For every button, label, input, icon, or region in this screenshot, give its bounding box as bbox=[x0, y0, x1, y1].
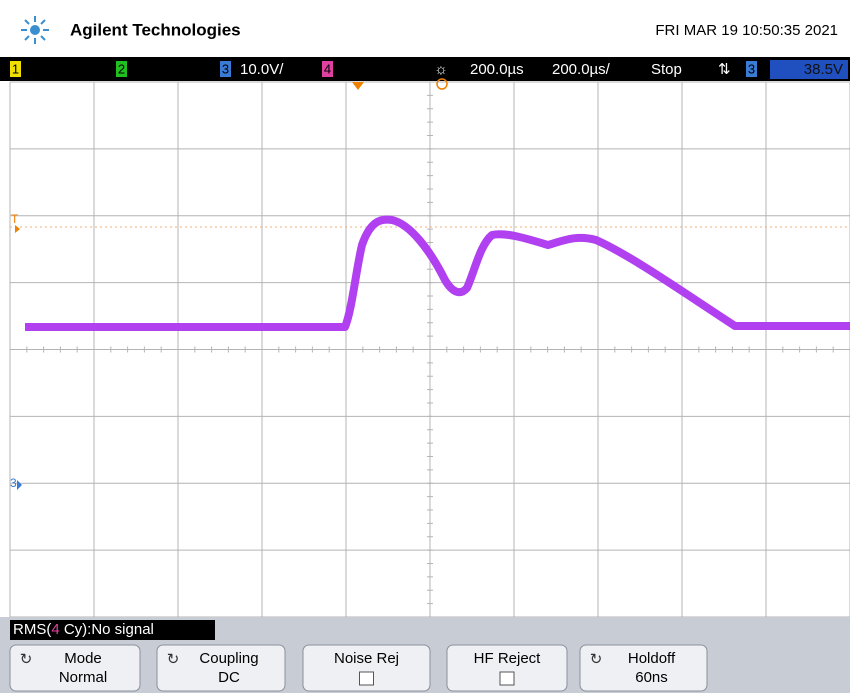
softkey-bg bbox=[446, 644, 568, 692]
softkey-value: DC bbox=[218, 669, 240, 686]
measurement-box bbox=[10, 620, 215, 640]
softkey-value: Normal bbox=[59, 669, 107, 686]
knob-icon: ↻ bbox=[20, 651, 33, 668]
trigger-position-marker bbox=[352, 82, 364, 90]
brand: Agilent Technologies bbox=[70, 20, 241, 39]
measurement-channel: 4 bbox=[51, 621, 59, 638]
softkey-label: HF Reject bbox=[474, 650, 542, 667]
softkey-label: Holdoff bbox=[628, 650, 676, 667]
checkbox bbox=[359, 671, 374, 686]
softkey-bg bbox=[156, 644, 286, 692]
softkey-label: Noise Rej bbox=[334, 650, 399, 667]
ch2-badge bbox=[116, 61, 127, 77]
waveform bbox=[25, 215, 850, 331]
trigger-source: 3 bbox=[748, 61, 755, 76]
status-bar bbox=[0, 57, 850, 81]
logo bbox=[21, 16, 49, 44]
softkeys: ↻ Mode Normal ↻ Coupling DC Noise Rej HF Reject… bbox=[9, 644, 708, 692]
run-state: Stop bbox=[651, 61, 682, 78]
channel-marker: 3 bbox=[10, 476, 17, 490]
trigger-level: 38.5V bbox=[804, 61, 843, 78]
measurement-suffix: Cy):No signal bbox=[60, 621, 154, 638]
trigger-slope: ⇅ bbox=[718, 61, 731, 78]
knob-icon: ↻ bbox=[590, 651, 603, 668]
trigger-delay: 200.0µs bbox=[470, 61, 524, 78]
trigger-marker-arrow bbox=[15, 225, 20, 233]
ch1: 1 bbox=[12, 61, 19, 76]
ch3: 3 bbox=[222, 61, 229, 76]
ch1-badge bbox=[10, 61, 21, 77]
trigger-marker: T bbox=[11, 212, 19, 226]
trigger-icon: ☼ bbox=[434, 61, 448, 78]
ch4: 4 bbox=[324, 61, 331, 76]
time-scale: 200.0µs/ bbox=[552, 61, 611, 78]
softkey-label: Coupling bbox=[199, 650, 258, 667]
knob-icon: ↻ bbox=[167, 651, 180, 668]
softkey[interactable]: ↻ Coupling DC bbox=[156, 644, 286, 692]
ch3-badge bbox=[220, 61, 231, 77]
channel-marker-arrow bbox=[17, 480, 22, 490]
trigger-source-badge bbox=[746, 61, 757, 77]
datetime: FRI MAR 19 10:50:35 2021 bbox=[655, 22, 838, 39]
softkey-bg bbox=[9, 644, 141, 692]
softkey[interactable]: Noise Rej bbox=[302, 644, 431, 692]
trigger-level-box bbox=[770, 60, 848, 79]
softkey[interactable]: ↻ Holdoff 60ns bbox=[579, 644, 708, 692]
softkey[interactable]: HF Reject bbox=[446, 644, 568, 692]
measurement-prefix: RMS( bbox=[13, 621, 51, 638]
softkey-value: 60ns bbox=[635, 669, 668, 686]
graticule bbox=[9, 81, 850, 618]
ch3-scale: 10.0V/ bbox=[240, 61, 284, 78]
measurement: RMS(4 Cy):No signal bbox=[13, 621, 154, 638]
ch4-badge bbox=[322, 61, 333, 77]
ch2: 2 bbox=[118, 61, 125, 76]
softkey-bg bbox=[302, 644, 431, 692]
delay-marker bbox=[436, 78, 448, 90]
checkbox bbox=[499, 671, 515, 686]
softkey[interactable]: ↻ Mode Normal bbox=[9, 644, 141, 692]
softkey-label: Mode bbox=[64, 650, 102, 667]
softkey-bg bbox=[579, 644, 708, 692]
